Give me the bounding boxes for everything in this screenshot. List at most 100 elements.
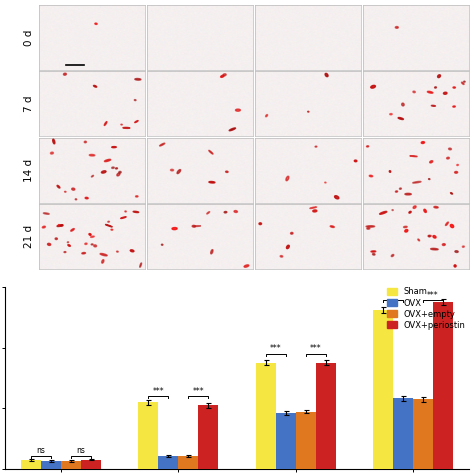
Ellipse shape (418, 239, 419, 241)
Bar (373, 310, 393, 469)
Ellipse shape (310, 207, 317, 209)
Ellipse shape (135, 120, 138, 123)
Ellipse shape (395, 27, 398, 28)
Bar (178, 456, 198, 469)
Ellipse shape (390, 114, 392, 115)
Ellipse shape (462, 82, 464, 84)
Ellipse shape (177, 170, 181, 173)
Ellipse shape (130, 250, 134, 252)
Ellipse shape (47, 243, 51, 246)
Ellipse shape (413, 206, 416, 209)
Ellipse shape (371, 251, 376, 252)
Ellipse shape (444, 92, 447, 94)
Ellipse shape (172, 228, 177, 230)
Ellipse shape (315, 146, 317, 147)
Ellipse shape (111, 229, 113, 230)
Ellipse shape (210, 250, 213, 254)
Text: ***: *** (387, 291, 399, 300)
Ellipse shape (448, 148, 451, 150)
Ellipse shape (89, 155, 95, 156)
Ellipse shape (313, 210, 317, 212)
Ellipse shape (335, 196, 339, 199)
Ellipse shape (104, 122, 107, 126)
Ellipse shape (457, 164, 458, 165)
Ellipse shape (85, 243, 87, 245)
Ellipse shape (430, 161, 433, 163)
Ellipse shape (308, 111, 309, 112)
Ellipse shape (455, 172, 457, 173)
Legend: Sham, OVX, OVX+empty, OVX+periostin: Sham, OVX, OVX+empty, OVX+periostin (387, 287, 465, 330)
Text: ***: *** (427, 291, 439, 300)
Ellipse shape (64, 73, 66, 75)
Ellipse shape (259, 223, 262, 225)
Ellipse shape (101, 171, 106, 173)
Text: ***: *** (270, 344, 282, 353)
Ellipse shape (442, 244, 445, 246)
Ellipse shape (380, 211, 387, 214)
Ellipse shape (229, 128, 236, 131)
Ellipse shape (431, 248, 438, 250)
Ellipse shape (280, 255, 283, 257)
Ellipse shape (119, 172, 121, 173)
Ellipse shape (121, 124, 122, 125)
Ellipse shape (453, 87, 456, 88)
Ellipse shape (373, 254, 375, 255)
Ellipse shape (135, 79, 141, 80)
Text: 21 d: 21 d (24, 225, 34, 247)
Ellipse shape (454, 265, 456, 267)
Ellipse shape (162, 244, 163, 245)
Ellipse shape (455, 251, 458, 253)
Bar (158, 456, 178, 469)
Text: ***: *** (192, 387, 204, 396)
Ellipse shape (85, 197, 88, 199)
Ellipse shape (369, 175, 373, 177)
Ellipse shape (234, 210, 237, 212)
Text: ***: *** (153, 387, 164, 396)
Ellipse shape (93, 85, 97, 87)
Ellipse shape (121, 217, 126, 219)
Ellipse shape (435, 87, 437, 88)
Ellipse shape (171, 169, 173, 171)
Bar (138, 402, 158, 469)
Ellipse shape (424, 209, 426, 212)
Ellipse shape (82, 253, 85, 254)
Ellipse shape (413, 182, 421, 183)
Ellipse shape (102, 260, 104, 263)
Ellipse shape (403, 226, 407, 228)
Ellipse shape (67, 242, 69, 243)
Ellipse shape (42, 226, 46, 228)
Ellipse shape (57, 185, 60, 188)
Ellipse shape (438, 75, 440, 78)
Ellipse shape (433, 236, 436, 238)
Bar (316, 363, 336, 469)
Ellipse shape (325, 182, 326, 183)
Ellipse shape (409, 211, 411, 213)
Ellipse shape (72, 188, 75, 190)
Ellipse shape (192, 225, 195, 227)
Ellipse shape (405, 193, 411, 195)
Ellipse shape (112, 146, 116, 148)
Ellipse shape (44, 213, 49, 214)
Bar (21, 460, 41, 469)
Ellipse shape (133, 211, 138, 212)
Ellipse shape (428, 236, 430, 237)
Bar (413, 400, 433, 469)
Ellipse shape (286, 176, 289, 181)
Ellipse shape (410, 155, 417, 157)
Ellipse shape (244, 265, 249, 267)
Ellipse shape (64, 252, 66, 253)
Ellipse shape (71, 228, 74, 231)
Ellipse shape (100, 254, 107, 256)
Ellipse shape (136, 196, 138, 197)
Ellipse shape (209, 150, 213, 154)
Ellipse shape (395, 191, 398, 192)
Ellipse shape (108, 221, 109, 222)
Ellipse shape (265, 115, 268, 117)
Bar (433, 302, 453, 469)
Ellipse shape (371, 85, 375, 88)
Ellipse shape (462, 246, 465, 247)
Ellipse shape (95, 23, 97, 25)
Ellipse shape (84, 141, 86, 143)
Ellipse shape (106, 225, 112, 227)
Ellipse shape (446, 222, 448, 226)
